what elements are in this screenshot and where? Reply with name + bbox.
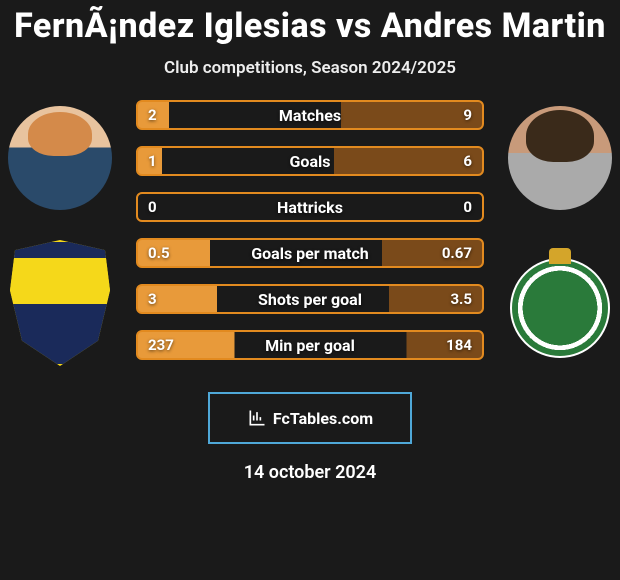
stat-right-value: 0.67 xyxy=(442,244,472,262)
subtitle: Club competitions, Season 2024/2025 xyxy=(0,58,620,78)
stat-label: Shots per goal xyxy=(258,290,362,309)
stat-right-value: 3.5 xyxy=(450,290,472,308)
player-left-avatar xyxy=(8,106,112,210)
stat-bar: 0.5 Goals per match 0.67 xyxy=(136,238,484,268)
stat-left-value: 237 xyxy=(148,336,174,354)
stat-bars: 2 Matches 9 1 Goals 6 0 Hattricks 0 0.5 Goals per … xyxy=(136,100,484,376)
stat-label: Goals xyxy=(290,152,331,171)
stat-bar: 237 Min per goal 184 xyxy=(136,330,484,360)
brand-text: FcTables.com xyxy=(273,409,373,428)
stat-right-value: 9 xyxy=(463,106,472,124)
club-right-crest xyxy=(508,256,612,360)
stat-bar: 0 Hattricks 0 xyxy=(136,192,484,222)
stat-label: Matches xyxy=(279,106,341,125)
stat-bar: 2 Matches 9 xyxy=(136,100,484,130)
stat-bar: 3 Shots per goal 3.5 xyxy=(136,284,484,314)
brand-box: FcTables.com xyxy=(208,392,412,444)
stat-right-value: 6 xyxy=(463,152,472,170)
stat-label: Min per goal xyxy=(265,336,355,355)
page-title: FernÃ¡ndez Iglesias vs Andres Martin xyxy=(0,0,620,46)
stat-left-value: 0 xyxy=(148,198,157,216)
stat-right-value: 184 xyxy=(446,336,472,354)
club-left-crest xyxy=(8,238,112,368)
stat-right-value: 0 xyxy=(463,198,472,216)
stat-label: Goals per match xyxy=(251,244,369,263)
stat-left-value: 2 xyxy=(148,106,157,124)
stat-left-value: 1 xyxy=(148,152,157,170)
stat-left-value: 3 xyxy=(148,290,157,308)
date-text: 14 october 2024 xyxy=(0,462,620,483)
stat-left-value: 0.5 xyxy=(148,244,170,262)
player-right-avatar xyxy=(508,106,612,210)
stat-bar: 1 Goals 6 xyxy=(136,146,484,176)
stat-label: Hattricks xyxy=(277,198,343,217)
chart-icon xyxy=(247,408,267,428)
